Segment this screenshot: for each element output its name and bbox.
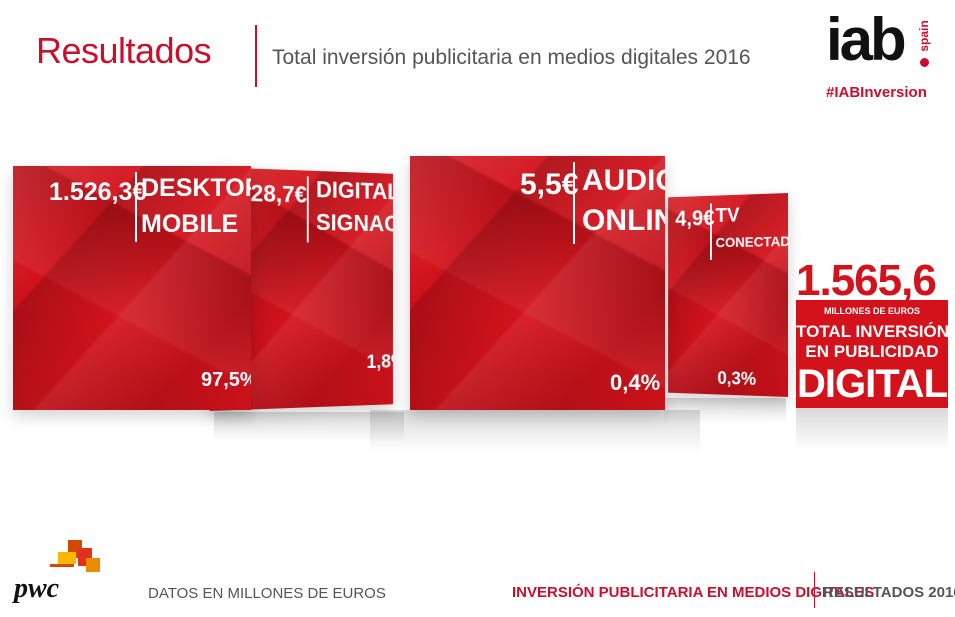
title-divider	[255, 25, 257, 87]
total-reflection	[796, 408, 948, 450]
card-label-line1: DESKTOP &	[141, 174, 251, 202]
card-share: 0,4%	[610, 370, 661, 395]
page-subtitle: Total inversión publicitaria en medios d…	[272, 46, 751, 69]
card-divider	[135, 172, 137, 242]
total-label-line1: TOTAL INVERSIÓN	[796, 322, 950, 341]
pwc-logo-icon	[50, 540, 100, 572]
card-reflection	[214, 412, 404, 442]
card-divider	[306, 176, 309, 243]
card-share: 0,3%	[717, 368, 757, 389]
total-value: 1.565,6	[796, 256, 937, 305]
footer-report-title: INVERSIÓN PUBLICITARIA EN MEDIOS DIGITAL…	[512, 584, 875, 601]
card-label-line2: SIGNAGE	[316, 209, 393, 238]
card-amount: 5,5€	[520, 168, 579, 201]
card-amount: 28,7€	[250, 180, 307, 209]
card-divider	[710, 203, 712, 260]
total-label-line2: EN PUBLICIDAD	[805, 342, 939, 361]
card-label-line1: TV	[715, 204, 740, 227]
total-label-line3: DIGITAL	[796, 362, 948, 406]
card-share: 1,8%	[366, 351, 393, 373]
footer-year: RESULTADOS 2016	[823, 584, 955, 601]
page-title: Resultados	[36, 30, 212, 71]
footer-note: DATOS EN MILLONES DE EUROS	[148, 585, 386, 602]
card-divider	[573, 162, 575, 244]
footer-divider	[814, 572, 815, 608]
card-desktop-mobile: 1.526,3€ DESKTOP & MOBILE 97,5%	[13, 166, 251, 410]
total-unit: MILLONES DE EUROS	[823, 306, 920, 316]
card-tv-conectada: 4,9€ TV CONECTADA 0,3%	[668, 193, 788, 397]
card-label-line1: DIGITAL	[316, 176, 393, 206]
card-label-line2: ONLINE	[582, 204, 665, 237]
total-box: MILLONES DE EUROS TOTAL INVERSIÓN EN PUB…	[796, 300, 950, 408]
card-label-line2: MOBILE	[141, 210, 239, 238]
card-share: 97,5%	[201, 369, 251, 391]
card-reflection	[664, 398, 786, 424]
iab-logo: iab	[826, 6, 907, 73]
pwc-logo: pwc	[14, 573, 60, 604]
card-amount: 4,9€	[675, 205, 715, 231]
iab-logo-dot	[920, 58, 929, 67]
iab-spain-label: spain	[917, 20, 931, 52]
card-label-line2: CONECTADA	[715, 232, 788, 251]
card-reflection	[370, 410, 700, 452]
hashtag: #IABInversion	[826, 84, 927, 101]
card-amount: 1.526,3€	[49, 178, 147, 206]
